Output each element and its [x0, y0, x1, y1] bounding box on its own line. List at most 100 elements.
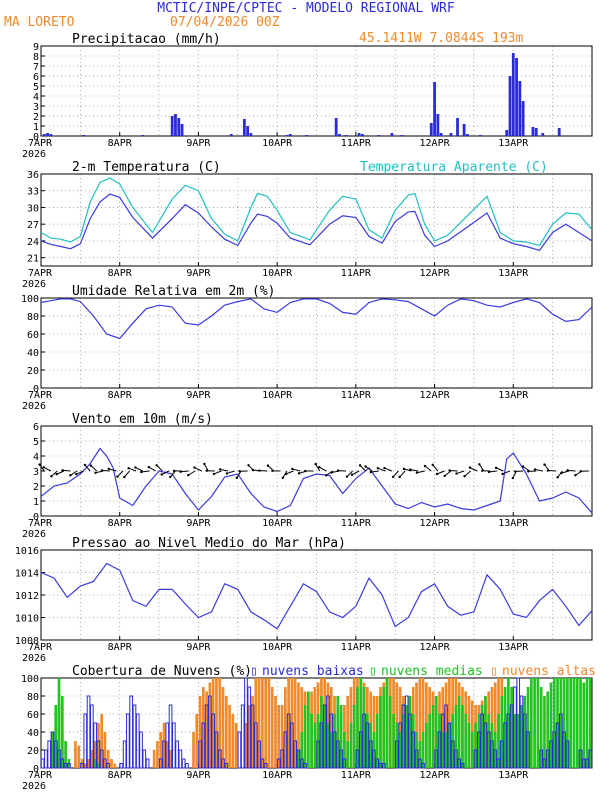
wind-arrow — [285, 470, 294, 475]
cloud-bar-2 — [450, 740, 455, 769]
precip-bar — [465, 134, 469, 136]
cloud-bar-2 — [299, 758, 304, 769]
cloud-bar-1 — [306, 691, 310, 768]
precip-bar — [174, 114, 177, 136]
precip-bar — [433, 82, 436, 136]
wind-arrow — [70, 470, 78, 476]
cloud-bar-2 — [171, 722, 176, 769]
rh-xtick: 10APR — [262, 390, 293, 401]
wind-arrow-head — [212, 472, 216, 476]
cloud-bar-1 — [464, 714, 468, 768]
cloud-bar-0 — [198, 696, 202, 768]
cloud-bar-2 — [63, 763, 68, 769]
wind-arrow — [502, 470, 511, 475]
precip-bar — [479, 135, 482, 136]
rh-xtick: 12APR — [420, 390, 451, 401]
precip-frame — [40, 45, 593, 137]
precip-xtick: 13APR — [498, 138, 529, 149]
wind-arrow-head — [574, 474, 577, 477]
cloud-bar-2 — [578, 749, 583, 769]
clouds-xtick: 7APR — [28, 770, 53, 781]
cloud-bar-1 — [382, 687, 386, 768]
cloud-bar-0 — [329, 687, 333, 768]
precip-ytick: 3 — [33, 102, 39, 113]
cloud-bar-1 — [329, 732, 333, 768]
clouds-ytick: 0 — [33, 764, 39, 775]
cloud-bar-2 — [398, 722, 402, 769]
cloud-bar-2 — [142, 749, 147, 769]
wind-arrow — [370, 470, 379, 473]
precip-bar — [288, 134, 292, 136]
wind-arrow — [39, 464, 45, 472]
cloud-bar-1 — [392, 714, 395, 768]
cloud-bar-0 — [205, 691, 208, 768]
wind-arrow — [169, 470, 176, 478]
cloud-bar-0 — [156, 741, 159, 768]
cloud-bar-1 — [64, 741, 67, 768]
cloud-bar-1 — [474, 723, 477, 768]
wind-arrow-head — [435, 472, 439, 476]
cloud-bar-1 — [93, 759, 97, 768]
cloud-bar-2 — [401, 704, 406, 769]
wind-arrow-head — [55, 473, 58, 476]
clouds-title: Cobertura de Nuvens (%) — [72, 664, 252, 679]
wind-arrow-head — [147, 465, 151, 469]
cloud-bar-2 — [404, 695, 409, 769]
precip-bar — [357, 133, 361, 136]
precip-ytick: 0 — [33, 132, 39, 143]
cloud-bar-2 — [493, 749, 498, 769]
wind-arrow-head — [402, 467, 406, 471]
pressure-xtick: 13APR — [498, 642, 529, 653]
cloud-bar-2 — [372, 749, 376, 769]
wind-arrow-head — [179, 470, 182, 473]
cloud-bar-1 — [428, 714, 431, 768]
wind-arrow-head — [314, 462, 317, 466]
wind-arrow-head — [383, 466, 386, 470]
rh-year: 2026 — [22, 401, 46, 412]
wind-arrow — [213, 470, 222, 475]
temp-ytick: 30 — [27, 203, 39, 214]
cloud-bar-2 — [276, 758, 281, 769]
cloud-bar-2 — [444, 704, 448, 769]
cloud-bar-1 — [395, 723, 399, 768]
wind-arrow — [432, 464, 439, 472]
rh-line-0 — [40, 298, 593, 340]
cloud-bar-2 — [244, 677, 248, 769]
clouds-ytick: 20 — [27, 746, 39, 757]
clouds-xtick: 12APR — [420, 770, 451, 781]
temp-xtick: 11APR — [341, 268, 372, 279]
cloud-bar-2 — [326, 695, 330, 769]
cloud-bar-2 — [480, 713, 484, 769]
cloud-bar-2 — [253, 722, 258, 769]
cloud-bar-2 — [499, 740, 504, 769]
wind-arrow — [399, 470, 406, 478]
cloud-bar-1 — [320, 696, 323, 768]
wind-arrow-head — [336, 469, 340, 472]
rh-ytick: 80 — [27, 312, 39, 323]
cloud-bar-1 — [300, 732, 304, 768]
wind-arrow-head — [324, 474, 328, 477]
temp-legend: Temperatura Aparente (C) — [360, 160, 548, 175]
cloud-bar-2 — [211, 713, 216, 769]
cloud-bar-2 — [303, 763, 307, 769]
wind-arrow — [282, 470, 288, 479]
cloud-bar-1 — [543, 696, 546, 768]
wind-arrow-head — [487, 470, 491, 474]
cloud-bar-2 — [588, 749, 593, 769]
wind-ytick: 2 — [33, 482, 39, 493]
cloud-bar-1 — [310, 714, 313, 768]
cloud-bar-1 — [297, 750, 300, 768]
cloud-bar-0 — [106, 750, 110, 768]
rh-xtick: 9APR — [186, 390, 211, 401]
precip-ytick: 2 — [33, 112, 39, 123]
cloud-bar-2 — [522, 713, 527, 769]
wind-arrow — [188, 470, 196, 476]
cloud-bar-2 — [417, 758, 422, 769]
wind-arrow-head — [543, 463, 546, 466]
wind-arrow-head — [521, 465, 525, 468]
cloud-bar-2 — [542, 758, 547, 769]
temp-xtick: 9APR — [186, 268, 211, 279]
wind-arrow-head — [258, 469, 261, 472]
cloud-bar-2 — [132, 704, 137, 769]
cloud-bar-2 — [126, 713, 130, 769]
